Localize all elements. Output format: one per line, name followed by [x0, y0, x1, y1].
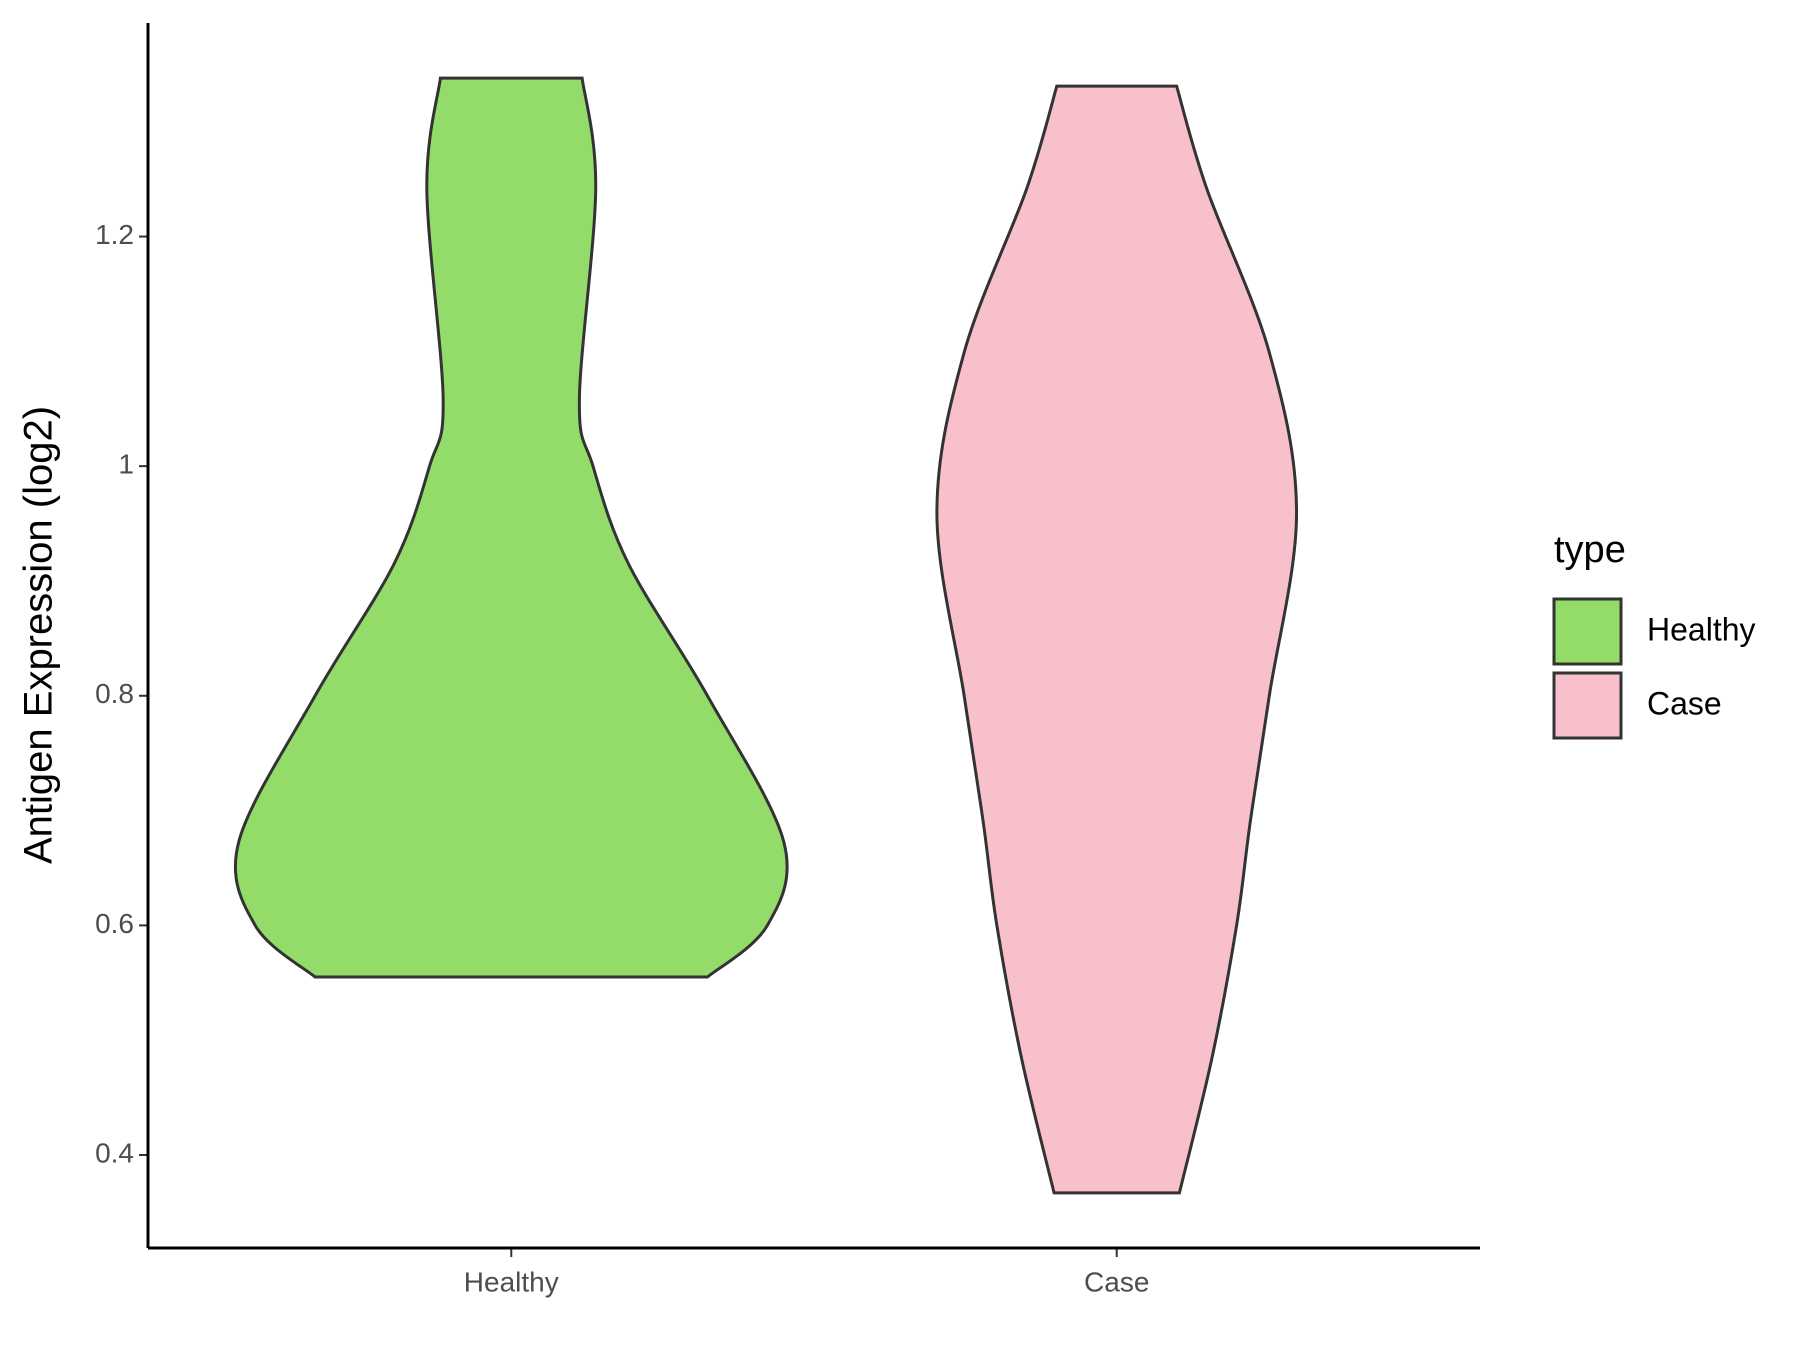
- y-tick-label: 1.2: [95, 219, 134, 250]
- legend-label: Case: [1647, 685, 1722, 721]
- legend-key: [1552, 597, 1623, 666]
- y-axis-title: Antigen Expression (log2): [17, 406, 61, 864]
- y-tick-label: 0.8: [95, 678, 134, 709]
- x-tick-label: Healthy: [464, 1266, 559, 1297]
- legend-label: Healthy: [1647, 611, 1756, 647]
- violin: [935, 84, 1299, 1195]
- legend-title: type: [1554, 529, 1626, 571]
- violin: [233, 76, 789, 979]
- y-tick-label: 0.6: [95, 908, 134, 939]
- y-tick-label: 0.4: [95, 1137, 134, 1168]
- x-tick-label: Case: [1084, 1266, 1149, 1297]
- legend-key: [1552, 671, 1623, 740]
- y-tick-label: 1: [118, 449, 134, 480]
